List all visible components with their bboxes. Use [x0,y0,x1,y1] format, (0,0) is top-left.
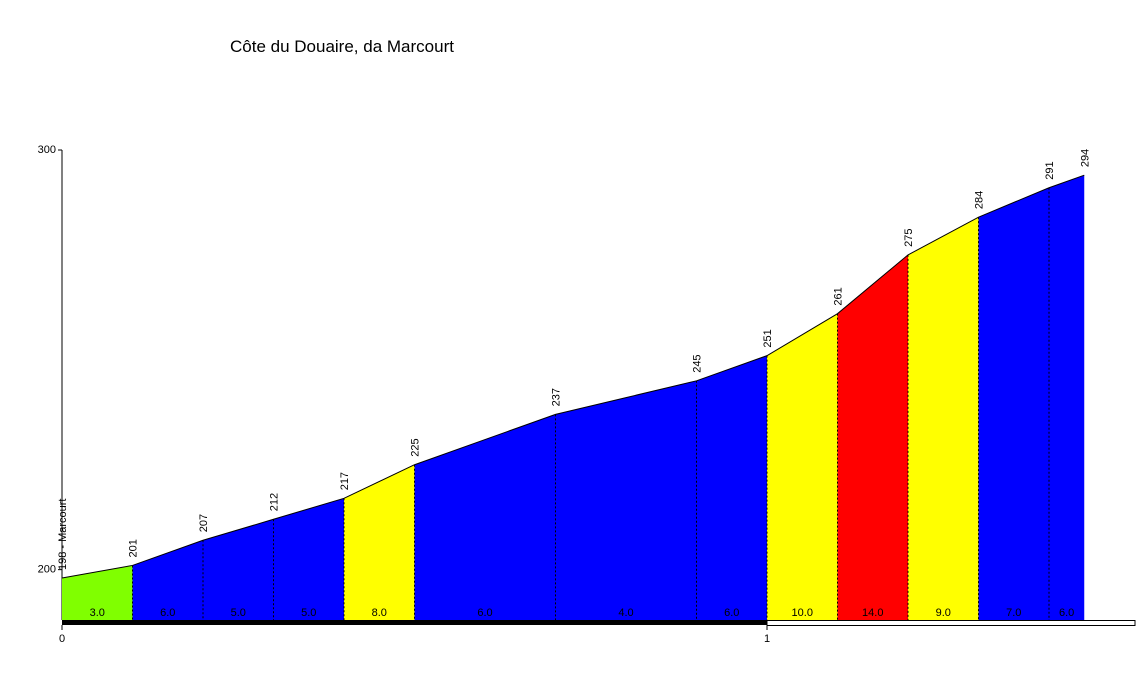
y-tick-label: 300 [38,144,56,156]
grade-label: 5.0 [231,607,246,619]
grade-segment [767,313,838,620]
grade-label: 6.0 [1059,607,1074,619]
grade-label: 7.0 [1006,607,1021,619]
elevation-label: 245 [692,354,704,372]
grade-label: 6.0 [477,607,492,619]
elevation-label: 275 [903,229,915,247]
grade-label: 14.0 [862,607,883,619]
elevation-label: 201 [128,539,140,557]
grade-label: 4.0 [618,607,633,619]
grade-label: 10.0 [792,607,813,619]
elevation-label: 251 [762,329,774,347]
grade-segment [1049,175,1085,620]
elevation-label: 294 [1079,149,1091,167]
y-tick-label: 200 [38,564,56,576]
grade-segment [555,380,697,620]
elevation-label: 261 [833,287,845,305]
elevation-label: 225 [410,438,422,456]
grade-segment [62,565,133,620]
grade-segment [203,519,274,620]
grade-label: 9.0 [936,607,951,619]
grade-segment [837,254,908,621]
grade-label: 6.0 [160,607,175,619]
elevation-label: 212 [269,493,281,511]
elevation-label: 207 [198,514,210,532]
elevation-label: 291 [1044,161,1056,179]
grade-segment [908,217,979,620]
elevation-label: 198 - Marcourt [57,499,69,571]
grade-segment [978,187,1049,620]
chart-title: Côte du Douaire, da Marcourt [230,37,454,56]
x-tick-label: 1 [764,633,770,645]
profile-line [61,174,1085,579]
grade-segment [132,540,203,620]
grade-label: 8.0 [372,607,387,619]
grade-segment [344,464,415,620]
grade-segment [273,498,344,620]
grade-label: 6.0 [724,607,739,619]
x-tick-label: 0 [59,633,65,645]
elevation-label: 237 [551,388,563,406]
grade-label: 3.0 [90,607,105,619]
elevation-label: 217 [339,472,351,490]
grade-segment [414,414,556,620]
scale-bar [62,620,767,625]
scale-bar [766,620,1136,626]
grade-label: 5.0 [301,607,316,619]
elevation-label: 284 [974,191,986,209]
grade-segment [696,355,767,620]
